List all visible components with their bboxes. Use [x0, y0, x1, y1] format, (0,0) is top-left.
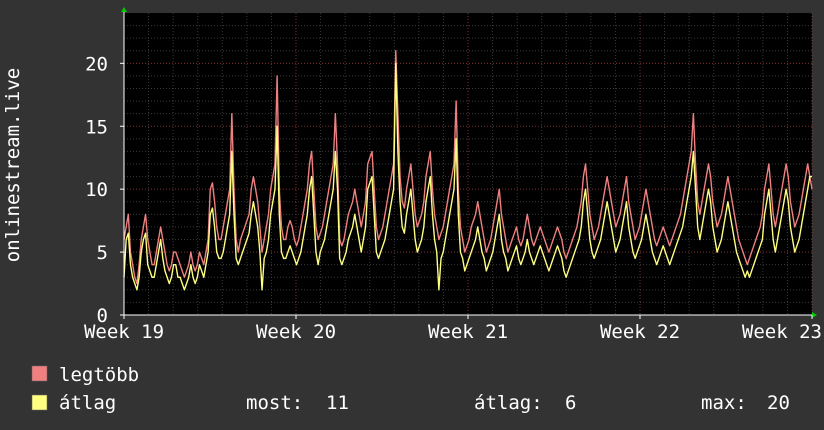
stat-max-label: max: [701, 392, 747, 414]
stat-most-label: most: [246, 392, 303, 414]
x-ticks: Week 19 Week 20 Week 21 Week 22 Week 23 [84, 315, 822, 343]
x-tick-label: Week 19 [84, 321, 164, 343]
legend-swatch-atlag [31, 394, 48, 411]
y-axis-arrow [121, 7, 127, 12]
y-tick-label: 0 [97, 305, 108, 327]
y-ticks: 0 5 10 15 20 [85, 53, 124, 327]
stat-atlag-value: 6 [565, 392, 576, 414]
legend-label-atlag: átlag [59, 392, 116, 414]
y-tick-label: 15 [85, 116, 108, 138]
legend: legtöbb átlag most: 11 átlag: 6 max: 20 [31, 364, 790, 414]
stat-atlag-label: átlag: [474, 392, 543, 414]
stat-max-value: 20 [767, 392, 790, 414]
legend-swatch-legtobb [31, 365, 48, 382]
y-tick-label: 10 [85, 179, 108, 201]
x-tick-label: Week 20 [256, 321, 336, 343]
y-axis-label: onlinestream.live [2, 68, 24, 262]
stat-most-value: 11 [326, 392, 349, 414]
y-tick-label: 5 [97, 242, 108, 264]
series-line-1 [123, 62, 812, 291]
x-tick-label: Week 21 [428, 321, 508, 343]
y-tick-label: 20 [85, 53, 108, 75]
legend-label-legtobb: legtöbb [59, 364, 139, 386]
series-layer [123, 50, 813, 291]
x-axis-arrow [812, 312, 817, 318]
x-tick-label: Week 22 [600, 321, 680, 343]
series-line-0 [123, 50, 813, 285]
x-tick-label: Week 23 [742, 321, 822, 343]
